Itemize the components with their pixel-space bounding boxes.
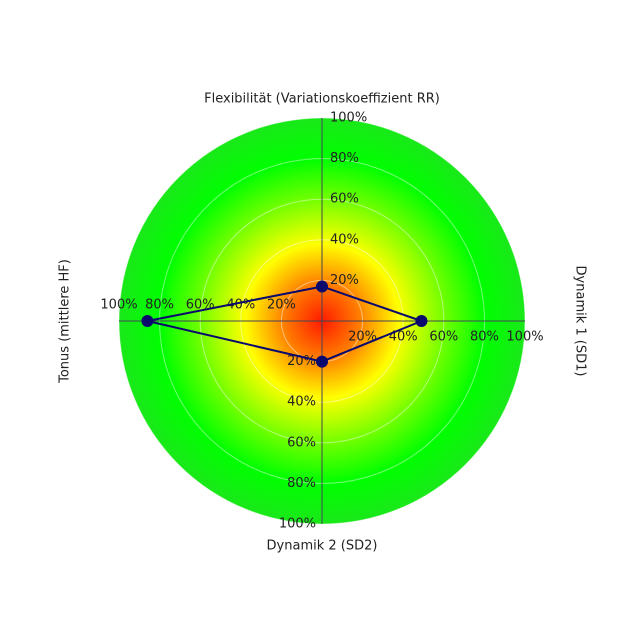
tick-label: 80% xyxy=(470,330,499,345)
axis-title: Tonus (mittlere HF) xyxy=(58,259,73,384)
tick-label: 80% xyxy=(330,151,359,166)
radar-point xyxy=(316,280,328,293)
tick-label: 40% xyxy=(287,395,316,410)
radar-point xyxy=(141,315,154,327)
tick-label: 100% xyxy=(330,111,367,126)
tick-label: 60% xyxy=(330,192,359,207)
tick-label: 40% xyxy=(330,232,359,247)
tick-label: 100% xyxy=(279,517,316,532)
tick-label: 80% xyxy=(287,476,316,491)
axis-title: Flexibilität (Variationskoeffizient RR) xyxy=(204,92,440,107)
tick-label: 60% xyxy=(287,435,316,450)
tick-label: 20% xyxy=(267,298,296,313)
tick-label: 60% xyxy=(429,330,458,345)
tick-label: 20% xyxy=(330,273,359,288)
axis-title: Dynamik 2 (SD2) xyxy=(267,539,378,554)
axis-title: Dynamik 1 (SD1) xyxy=(573,266,588,377)
radar-point xyxy=(415,315,428,327)
tick-label: 20% xyxy=(348,330,377,345)
tick-label: 100% xyxy=(506,330,543,345)
tick-label: 40% xyxy=(389,330,418,345)
tick-label: 80% xyxy=(145,298,174,313)
radar-point xyxy=(316,355,328,368)
tick-label: 100% xyxy=(100,298,137,313)
